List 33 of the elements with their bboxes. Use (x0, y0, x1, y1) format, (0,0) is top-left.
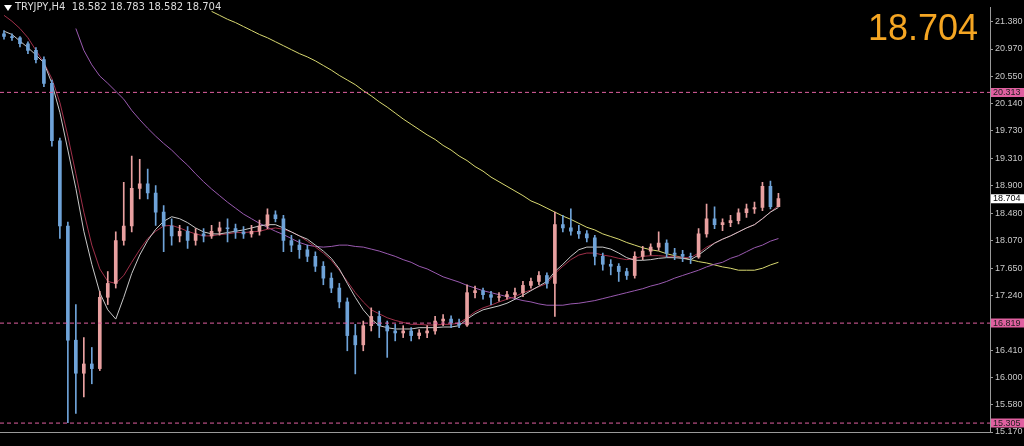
candlestick (353, 324, 358, 375)
y-tick-label: 18.070 (995, 234, 1023, 245)
y-tick-label: 16.410 (995, 344, 1023, 355)
candlestick (577, 224, 581, 239)
y-tick-label: 18.900 (995, 180, 1023, 191)
ref-line-label: 20.313 (993, 86, 1021, 97)
candlestick (89, 347, 94, 385)
y-tick-label: 20.970 (995, 43, 1023, 54)
candlestick (82, 337, 86, 398)
candlestick (497, 292, 501, 302)
y-tick-label: 20.140 (995, 98, 1023, 109)
candlestick (385, 320, 390, 358)
ref-line-label: 15.305 (993, 417, 1021, 428)
y-tick-label: 19.730 (995, 125, 1023, 136)
candlestick (10, 33, 14, 41)
y-tick-label: 18.480 (995, 207, 1023, 218)
y-tick-label: 15.580 (995, 399, 1023, 410)
chart-title: TRYJPY,H4 18.582 18.783 18.582 18.704 (15, 1, 222, 12)
y-tick-label: 21.380 (995, 16, 1023, 27)
y-tick-label: 16.000 (995, 371, 1023, 382)
y-tick-label: 20.550 (995, 71, 1023, 82)
candlestick (137, 158, 142, 200)
y-tick-label: 19.310 (995, 153, 1023, 164)
ref-line-label: 16.819 (993, 317, 1021, 328)
annotation: 18.704 (867, 7, 978, 48)
text: 18.704 (993, 193, 1021, 204)
y-tick-label: 17.240 (995, 289, 1023, 300)
y-tick-label: 15.170 (995, 426, 1023, 437)
candlestick (569, 208, 573, 236)
candlestick (561, 215, 565, 233)
candlestick (121, 182, 126, 246)
y-tick-label: 17.650 (995, 262, 1023, 273)
candlestick (608, 259, 613, 276)
